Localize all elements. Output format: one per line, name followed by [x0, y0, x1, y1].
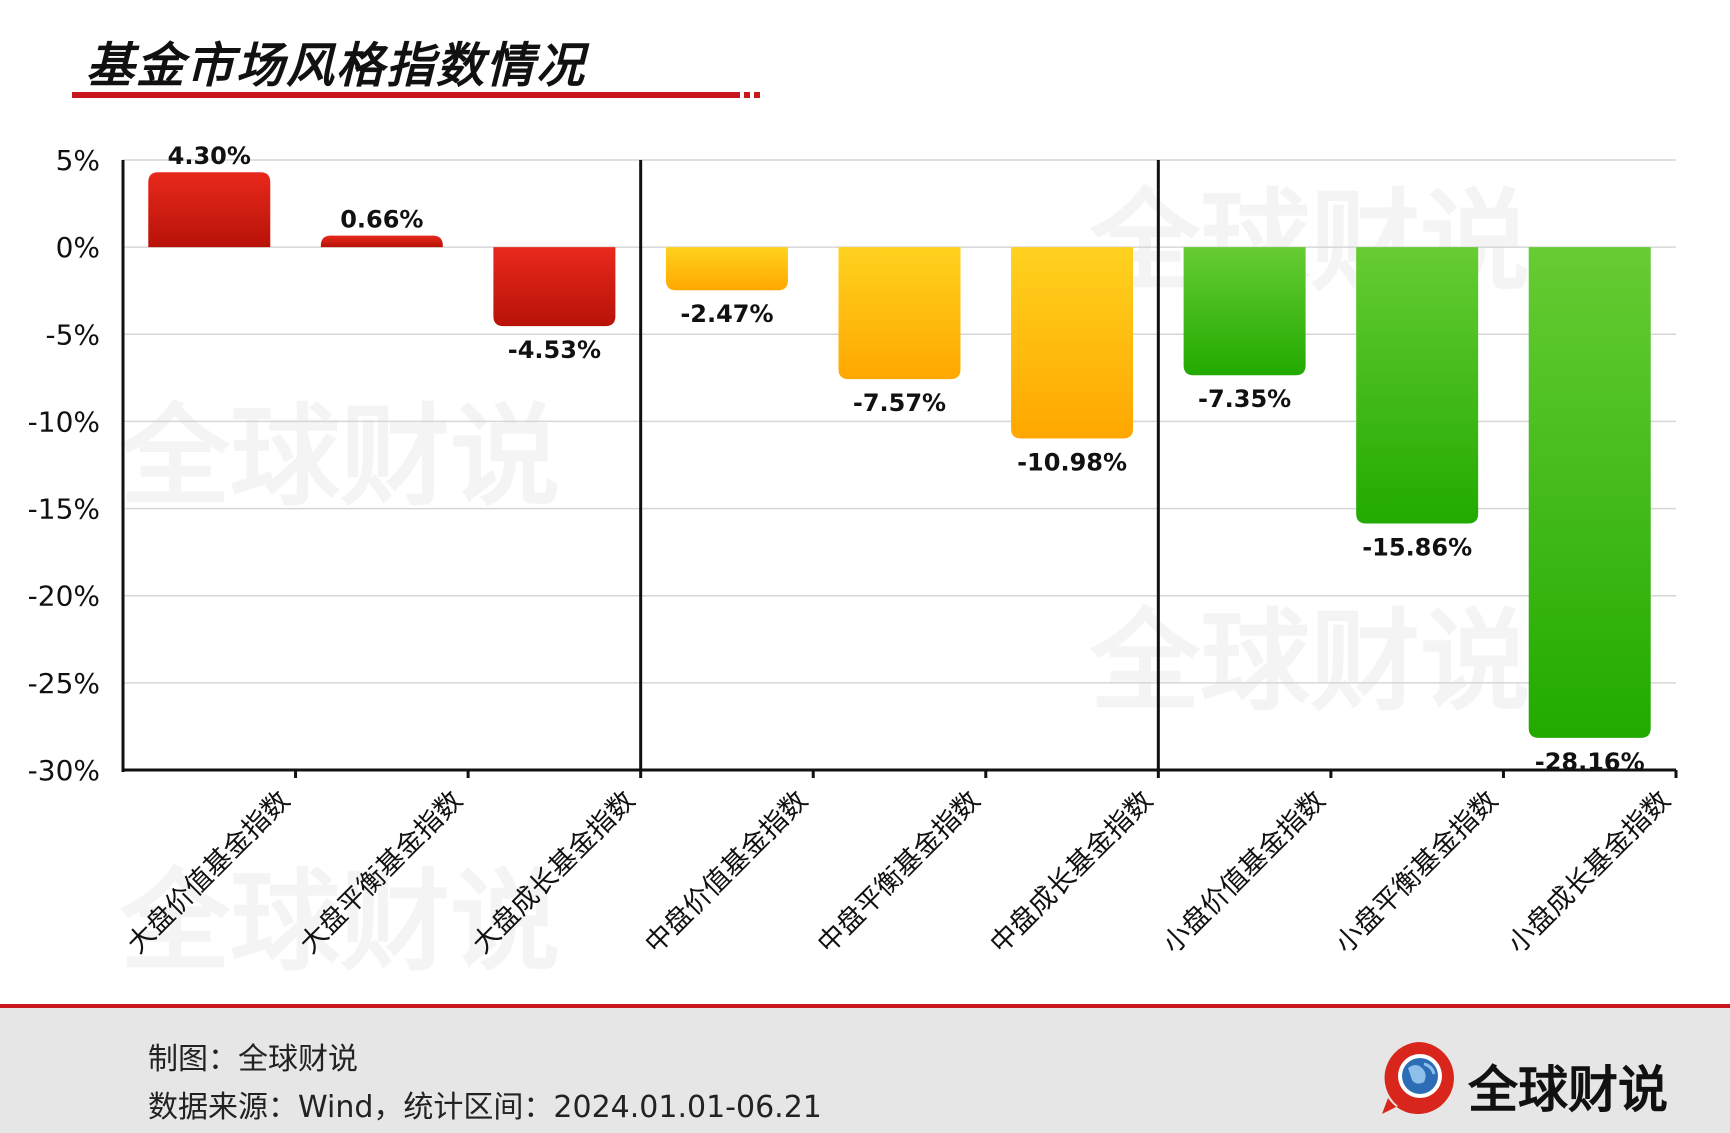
bar	[838, 247, 961, 380]
y-axis-ticks: 5% 0% -5% -10% -15% -20% -25% -30%	[28, 144, 100, 787]
axes	[121, 160, 1678, 778]
y-tick-label: -10%	[28, 405, 100, 438]
x-tick-label: 中盘成长基金指数	[984, 785, 1159, 960]
y-tick-label: -20%	[28, 580, 100, 613]
bar	[1528, 247, 1651, 738]
globe-speech-bubble-icon	[1382, 1042, 1454, 1114]
title-underline	[72, 92, 740, 98]
y-tick-label: -25%	[28, 667, 100, 700]
watermark-text: 全球财说	[1089, 598, 1530, 726]
y-tick-label: 5%	[56, 144, 100, 177]
brand-name: 全球财说	[1468, 1061, 1668, 1119]
watermark-text: 全球财说	[119, 393, 560, 521]
data-label: -10.98%	[1017, 449, 1127, 477]
y-tick-label: -30%	[28, 754, 100, 787]
data-labels: 4.30% 0.66% -4.53% -2.47% -7.57% -10.98% -7.35…	[168, 142, 1645, 776]
bars	[148, 172, 1651, 738]
y-tick-label: -15%	[28, 493, 100, 526]
bar	[1183, 247, 1306, 376]
data-label: 4.30%	[168, 142, 251, 170]
data-label: -7.57%	[853, 389, 946, 417]
data-label: -2.47%	[680, 300, 773, 328]
bar	[1356, 247, 1479, 524]
bar	[493, 247, 616, 327]
data-label: -28.16%	[1535, 748, 1645, 776]
title-underline-dot	[744, 92, 750, 98]
chart-title: 基金市场风格指数情况	[86, 38, 587, 94]
footer-source: 数据来源：Wind，统计区间：2024.01.01-06.21	[148, 1090, 822, 1125]
bar	[148, 172, 271, 248]
footer: 制图：全球财说 数据来源：Wind，统计区间：2024.01.01-06.21 …	[0, 1004, 1730, 1133]
x-tick-label: 中盘平衡基金指数	[812, 785, 987, 960]
x-tick-label: 小盘成长基金指数	[1502, 785, 1677, 960]
data-label: -4.53%	[508, 336, 601, 364]
data-label: -7.35%	[1198, 385, 1291, 413]
footer-maker: 制图：全球财说	[148, 1042, 358, 1077]
x-tick-label: 中盘价值基金指数	[639, 785, 814, 960]
data-label: 0.66%	[340, 206, 423, 234]
data-label: -15.86%	[1362, 534, 1472, 562]
title-underline-dot	[754, 92, 760, 98]
x-tick-label: 小盘平衡基金指数	[1329, 785, 1504, 960]
x-tick-label: 小盘价值基金指数	[1157, 785, 1332, 960]
y-tick-label: 0%	[56, 231, 100, 264]
bar	[320, 235, 443, 248]
y-tick-label: -5%	[45, 318, 100, 351]
bar	[665, 247, 788, 291]
bar	[1011, 247, 1134, 439]
watermark-text: 全球财说	[119, 858, 560, 986]
